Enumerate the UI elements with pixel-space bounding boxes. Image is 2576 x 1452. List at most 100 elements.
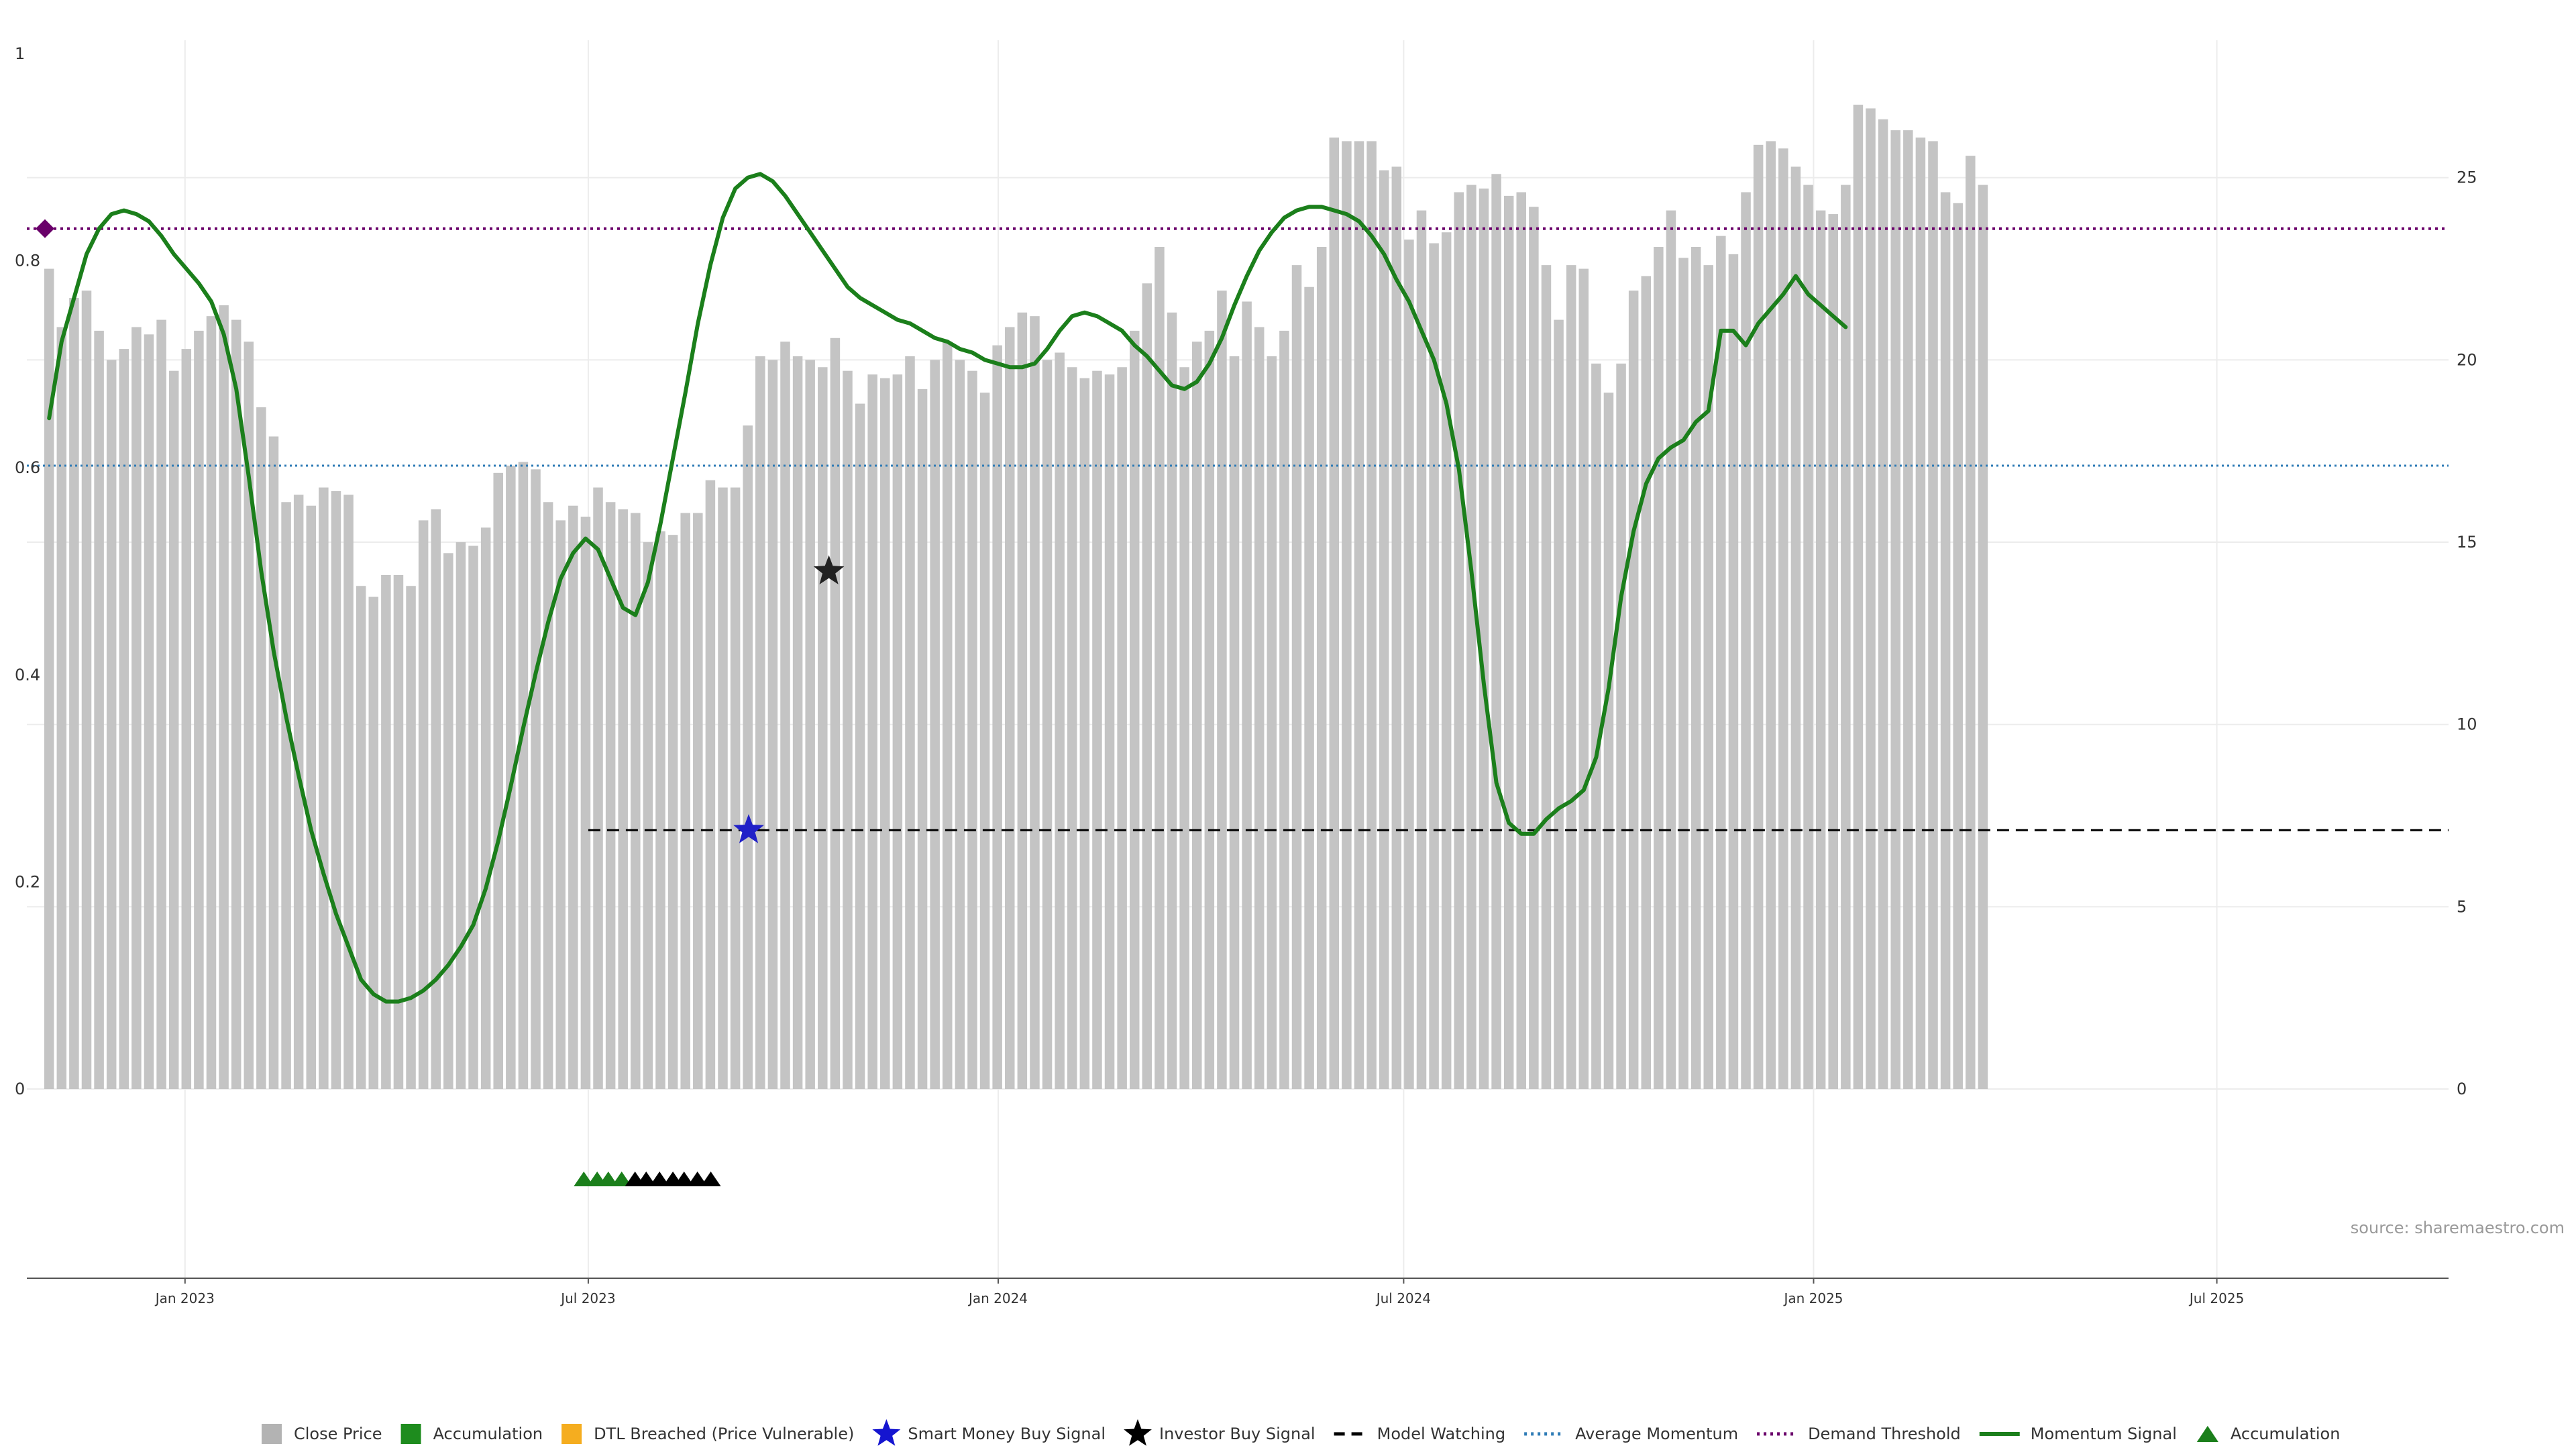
close-price-bar xyxy=(1217,291,1227,1089)
close-price-bar xyxy=(168,370,179,1090)
close-price-bar xyxy=(1229,356,1240,1090)
close-price-bar xyxy=(1666,210,1676,1089)
legend-item-accum_tri: Accumulation xyxy=(2196,1424,2340,1443)
legend-label: Momentum Signal xyxy=(2031,1424,2177,1443)
legend-item-watching: Model Watching xyxy=(1334,1424,1506,1443)
x-tick-label: Jan 2023 xyxy=(154,1290,215,1306)
close-price-bar xyxy=(219,305,229,1089)
close-price-bar xyxy=(343,495,354,1089)
left-tick-label: 0 xyxy=(15,1080,25,1098)
close-price-bar xyxy=(580,517,591,1089)
close-price-bar xyxy=(730,487,741,1089)
close-price-bar xyxy=(818,367,828,1089)
accumulation-triangle xyxy=(636,1172,657,1186)
close-price-bar xyxy=(468,546,478,1089)
close-price-bar xyxy=(1566,265,1576,1089)
close-price-bar xyxy=(1903,130,1913,1090)
close-price-bar xyxy=(455,542,466,1089)
legend-star-black-icon xyxy=(1124,1419,1152,1446)
close-price-bar xyxy=(1541,265,1552,1089)
close-price-bar xyxy=(319,487,329,1089)
signal-markers xyxy=(574,555,845,1186)
close-price-bar xyxy=(306,505,317,1089)
close-price-bar xyxy=(992,345,1002,1089)
close-price-bar xyxy=(181,349,192,1089)
close-price-bar xyxy=(555,520,566,1089)
close-price-bar xyxy=(843,370,853,1090)
legend-item-avg: Average Momentum xyxy=(1524,1424,1738,1443)
close-price-bar xyxy=(69,298,79,1089)
close-price-bar xyxy=(480,527,491,1089)
close-price-bar xyxy=(106,360,117,1089)
close-price-bar xyxy=(1092,370,1102,1090)
close-price-bar xyxy=(1479,189,1489,1089)
close-price-bar xyxy=(1915,137,1926,1090)
left-tick-label: 0.4 xyxy=(15,666,40,684)
close-price-bar xyxy=(356,586,366,1089)
x-tick-label: Jul 2024 xyxy=(1375,1290,1431,1306)
close-price-bar xyxy=(44,268,54,1089)
close-price-bar xyxy=(94,330,104,1089)
close-price-bar xyxy=(531,469,541,1089)
close-price-bar xyxy=(1890,130,1900,1090)
right-tick-label: 10 xyxy=(2457,715,2477,734)
accumulation-triangle xyxy=(649,1172,670,1186)
legend-item-investor: Investor Buy Signal xyxy=(1124,1419,1316,1446)
close-price-bar xyxy=(1129,330,1140,1089)
legend-label: DTL Breached (Price Vulnerable) xyxy=(594,1424,854,1443)
close-price-bar xyxy=(1167,312,1177,1089)
close-price-bar xyxy=(431,509,441,1089)
close-price-bar xyxy=(56,327,67,1090)
close-price-bar xyxy=(1703,265,1713,1089)
x-tick-label: Jul 2023 xyxy=(559,1290,615,1306)
close-price-bar xyxy=(792,356,803,1090)
x-tick-label: Jan 2024 xyxy=(967,1290,1028,1306)
left-tick-label: 0.6 xyxy=(15,458,40,477)
close-price-bar xyxy=(1391,166,1402,1090)
close-price-bar xyxy=(381,574,391,1089)
close-price-bar xyxy=(755,356,765,1090)
left-tick-label: 0.8 xyxy=(15,252,40,270)
legend-label: Close Price xyxy=(294,1424,382,1443)
legend-star-blue-icon xyxy=(872,1419,901,1446)
legend-label: Model Watching xyxy=(1377,1424,1506,1443)
close-price-bar xyxy=(518,462,529,1089)
close-price-bar xyxy=(144,334,154,1090)
close-price-bar xyxy=(1416,210,1427,1089)
close-price-bar xyxy=(1404,240,1414,1090)
legend-swatch xyxy=(262,1424,282,1444)
close-price-bar xyxy=(1079,378,1090,1089)
close-price-bar xyxy=(1928,141,1938,1089)
close-price-bar xyxy=(406,586,416,1089)
close-price-bar xyxy=(1304,287,1314,1090)
close-price-bar xyxy=(1628,291,1639,1089)
close-price-bar xyxy=(493,472,503,1089)
legend: Close Price Accumulation DTL Breached (Pri… xyxy=(262,1419,2340,1446)
legend-item-smart: Smart Money Buy Signal xyxy=(872,1419,1106,1446)
close-price-bar xyxy=(743,425,753,1089)
close-price-bar xyxy=(1142,283,1152,1089)
right-tick-label: 20 xyxy=(2457,350,2477,369)
close-price-bar xyxy=(1354,141,1364,1089)
close-price-bar xyxy=(655,531,665,1089)
close-price-bar xyxy=(368,597,379,1089)
close-price-bar xyxy=(1828,214,1838,1089)
close-price-bar xyxy=(1067,367,1077,1089)
close-price-bar xyxy=(955,360,965,1089)
close-price-bar xyxy=(1803,185,1813,1090)
close-price-bar xyxy=(1778,148,1788,1089)
close-price-bar xyxy=(206,316,217,1090)
left-tick-label: 1 xyxy=(15,44,25,63)
source-label: source: sharemaestro.com xyxy=(2351,1218,2565,1237)
close-price-bar xyxy=(805,360,815,1089)
close-price-bar xyxy=(1554,319,1564,1089)
accumulation-triangle xyxy=(611,1172,632,1186)
close-price-bar xyxy=(1329,137,1340,1090)
close-price-bar xyxy=(1878,119,1888,1089)
close-price-bar xyxy=(156,319,166,1089)
close-price-bar xyxy=(718,487,728,1089)
close-price-bar xyxy=(131,327,142,1090)
momentum-signal-layer xyxy=(47,172,1848,1004)
close-price-bar xyxy=(693,513,703,1089)
investor-buy-star xyxy=(813,555,845,584)
